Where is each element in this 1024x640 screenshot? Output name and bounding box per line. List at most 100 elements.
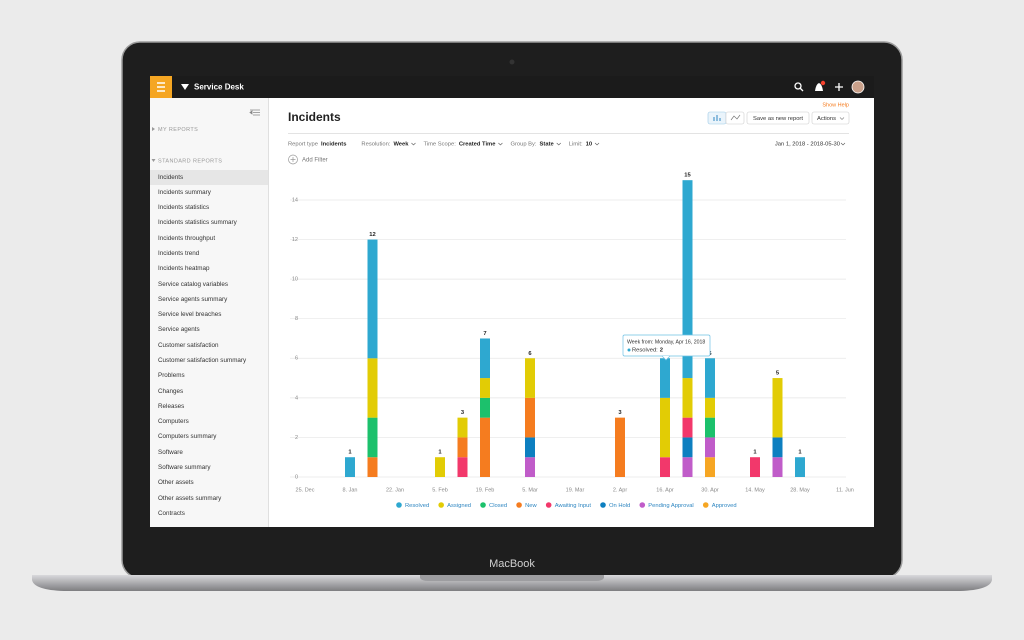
bar-segment bbox=[480, 397, 490, 418]
legend-label[interactable]: Approved bbox=[712, 503, 737, 509]
filter-value[interactable]: Created Time bbox=[459, 142, 496, 148]
filter-value[interactable]: 10 bbox=[586, 142, 592, 148]
total-label: 3 bbox=[461, 410, 465, 416]
legend-marker bbox=[639, 502, 646, 508]
add-icon[interactable] bbox=[835, 83, 843, 91]
total-label: 1 bbox=[348, 450, 352, 456]
section-title: STANDARD REPORTS bbox=[158, 158, 222, 164]
bar-segment bbox=[682, 457, 693, 477]
x-tick-label: 8. Jan bbox=[343, 487, 358, 493]
sidebar-item[interactable]: Service agents summary bbox=[158, 295, 228, 303]
sidebar-item[interactable]: Releases bbox=[158, 402, 185, 410]
tooltip-pointer bbox=[661, 355, 671, 361]
bar-icon bbox=[713, 115, 721, 121]
dropdown-caret bbox=[594, 142, 600, 146]
bar-segment bbox=[525, 457, 535, 477]
filter-value[interactable]: Incidents bbox=[321, 142, 346, 148]
sidebar-item[interactable]: Incidents summary bbox=[158, 188, 211, 196]
filter-label: Report type bbox=[288, 142, 318, 148]
legend-label[interactable]: Awaiting Input bbox=[555, 503, 592, 509]
bar-segment bbox=[480, 338, 490, 379]
sidebar-item[interactable]: Incidents throughput bbox=[158, 234, 216, 242]
dropdown-caret bbox=[839, 117, 845, 120]
total-label: 5 bbox=[776, 371, 780, 377]
total-label: 1 bbox=[798, 450, 802, 456]
sidebar-item[interactable]: Service agents bbox=[158, 326, 200, 334]
date-range[interactable]: Jan 1, 2018 - 2018-05-30 bbox=[775, 142, 840, 148]
sidebar-item[interactable]: Contracts bbox=[158, 509, 185, 517]
y-tick-label: 14 bbox=[292, 197, 298, 203]
y-tick-label: 12 bbox=[292, 237, 298, 243]
sidebar-item[interactable]: Service level breaches bbox=[158, 311, 222, 319]
help-link[interactable]: Show Help bbox=[822, 102, 849, 108]
legend-label[interactable]: Assigned bbox=[447, 503, 471, 509]
tooltip: Week from: Monday, Apr 16, 2018 Resolved:… bbox=[622, 334, 711, 361]
sidebar-item[interactable]: Software bbox=[158, 448, 183, 456]
bar-segment bbox=[367, 358, 378, 418]
sidebar-item[interactable]: Incidents statistics bbox=[158, 204, 210, 212]
sidebar-item[interactable]: Incidents heatmap bbox=[158, 265, 210, 273]
legend-label[interactable]: Resolved bbox=[405, 503, 429, 509]
sidebar-item[interactable]: Service catalog variables bbox=[158, 280, 229, 288]
bar-segment bbox=[457, 437, 468, 458]
sidebar-item[interactable]: Other assets summary bbox=[158, 494, 222, 502]
collapse-icon[interactable] bbox=[249, 109, 260, 116]
sidebar-item[interactable]: Problems bbox=[158, 372, 185, 380]
search-icon[interactable] bbox=[794, 82, 802, 90]
filter-label: Limit: bbox=[569, 142, 583, 148]
filter-value[interactable]: State bbox=[540, 142, 555, 148]
save-button-label: Save as new report bbox=[753, 116, 803, 122]
y-tick-label: 10 bbox=[292, 277, 298, 283]
x-tick-label: 30. Apr bbox=[701, 487, 719, 493]
filter-value[interactable]: Week bbox=[393, 142, 409, 148]
legend-label[interactable]: On Hold bbox=[609, 503, 630, 509]
bar-segment bbox=[795, 457, 805, 477]
actions-button[interactable] bbox=[811, 111, 850, 125]
y-tick-label: 8 bbox=[295, 316, 298, 322]
sidebar-item[interactable]: Software summary bbox=[158, 463, 211, 471]
x-tick-label: 5. Feb bbox=[432, 487, 448, 493]
bell-icon[interactable] bbox=[815, 83, 823, 91]
add-filter[interactable]: Add Filter bbox=[302, 158, 328, 164]
bar-segment bbox=[457, 417, 468, 438]
total-label: 6 bbox=[528, 351, 532, 357]
legend-marker bbox=[516, 502, 522, 508]
section-arrow bbox=[151, 159, 156, 162]
tooltip-label: Resolved: bbox=[632, 348, 658, 354]
bar-segment bbox=[435, 457, 445, 477]
legend-label[interactable]: Pending Approval bbox=[648, 503, 693, 509]
line-view-button[interactable] bbox=[725, 111, 745, 125]
laptop-notch bbox=[420, 575, 604, 581]
total-label: 12 bbox=[369, 232, 375, 238]
bar-segment bbox=[705, 437, 715, 458]
menu-icon bbox=[157, 82, 165, 92]
sidebar-item[interactable]: Customer satisfaction summary bbox=[158, 357, 247, 365]
save-button[interactable] bbox=[746, 111, 810, 125]
avatar[interactable] bbox=[851, 80, 865, 94]
y-tick-label: 0 bbox=[295, 474, 298, 480]
logo bbox=[181, 84, 189, 90]
sidebar-item[interactable]: Computers bbox=[158, 418, 189, 426]
bar-segment bbox=[525, 437, 535, 458]
tooltip-value: 2 bbox=[660, 348, 663, 354]
bar-segment bbox=[480, 378, 490, 398]
sidebar-item[interactable]: Changes bbox=[158, 387, 184, 395]
sidebar-item[interactable]: Computers summary bbox=[158, 433, 217, 441]
bar-segment bbox=[660, 397, 670, 458]
legend-label[interactable]: Closed bbox=[489, 503, 507, 509]
sidebar-item[interactable]: Other assets bbox=[158, 479, 194, 487]
sidebar-item[interactable]: Incidents trend bbox=[158, 250, 200, 258]
add-filter-icon[interactable] bbox=[288, 154, 298, 165]
dropdown-caret bbox=[411, 142, 416, 146]
laptop-base bbox=[32, 575, 992, 591]
x-tick-label: 19. Feb bbox=[476, 487, 495, 493]
bell-badge bbox=[820, 80, 826, 86]
x-tick-label: 25. Dec bbox=[296, 487, 315, 493]
sidebar-item[interactable]: Incidents statistics summary bbox=[158, 219, 237, 227]
legend-label[interactable]: New bbox=[525, 503, 537, 509]
bar-segment bbox=[525, 358, 535, 398]
sidebar-item[interactable]: Incidents bbox=[150, 170, 268, 186]
sidebar-item[interactable]: Customer satisfaction bbox=[158, 341, 219, 349]
bar-segment bbox=[480, 417, 490, 477]
